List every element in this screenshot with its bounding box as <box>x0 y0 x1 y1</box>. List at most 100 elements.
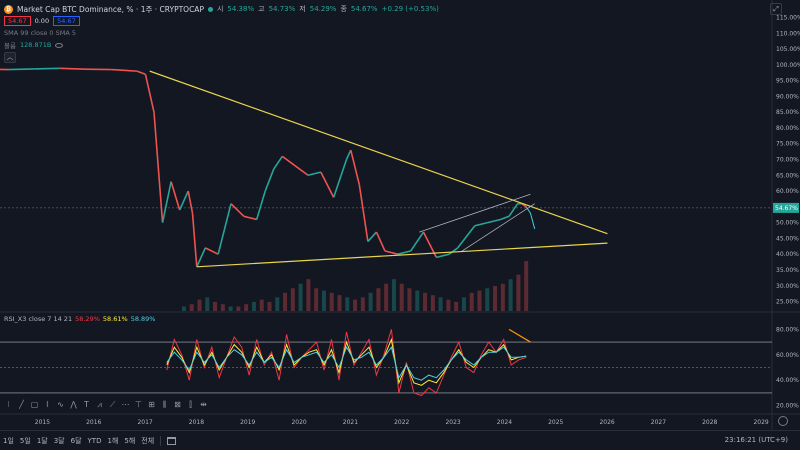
rsi-series-line <box>166 346 527 381</box>
close-value: 54.67% <box>350 5 378 13</box>
brush-icon[interactable]: ∿ <box>57 400 64 409</box>
path-icon[interactable]: ⌇ <box>45 400 50 409</box>
fullscreen-button[interactable]: ⤢ <box>770 3 782 15</box>
dominance-segment <box>375 231 386 252</box>
dominance-segment <box>332 159 348 198</box>
rsi-indicator-label[interactable]: RSI_X3 close 7 14 21 <box>4 315 73 323</box>
pattern-icon[interactable]: ⩘ <box>97 400 102 409</box>
calendar-icon[interactable] <box>167 436 177 445</box>
pitchfork-icon[interactable]: ⫼ <box>162 400 167 409</box>
volume-bar <box>508 279 513 311</box>
dominance-segment <box>320 171 335 198</box>
rsi-value-mid: 58.61% <box>102 315 128 323</box>
time-axis-tick: 2028 <box>702 419 717 426</box>
time-axis-tick: 2026 <box>599 419 614 426</box>
timeframe-6m[interactable]: 6달 <box>70 436 82 445</box>
dominance-segment <box>367 231 378 243</box>
volume-bar <box>345 297 350 311</box>
zigzag-icon[interactable]: ⋀ <box>70 400 77 409</box>
fib-icon[interactable]: ⊤ <box>135 400 142 409</box>
dominance-segment <box>230 203 245 217</box>
time-axis-tick: 2018 <box>189 419 204 426</box>
channel-trendline <box>461 203 535 252</box>
timeframe-5d[interactable]: 5일 <box>19 436 31 445</box>
text-icon[interactable]: T <box>84 400 89 409</box>
time-axis-tick: 2015 <box>35 419 50 426</box>
dominance-segment <box>153 112 164 223</box>
collapse-legend-button[interactable]: ︿ <box>4 51 16 63</box>
forecast-icon[interactable]: ⟋ <box>109 400 116 409</box>
volume-bar <box>391 279 396 311</box>
expand-icon[interactable]: ⇹ <box>200 400 207 409</box>
time-axis-tick: 2020 <box>291 419 306 426</box>
rect-icon[interactable]: ▢ <box>30 400 39 409</box>
dominance-segment <box>358 184 369 242</box>
dominance-segment <box>474 221 488 227</box>
dominance-segment <box>161 181 172 223</box>
time-axis-tick: 2019 <box>240 419 255 426</box>
volume-bar <box>376 288 381 311</box>
time-axis-tick: 2029 <box>753 419 768 426</box>
spread-value: 0.00 <box>34 17 50 25</box>
time-axis-tick: 2024 <box>497 419 512 426</box>
sma-indicator-label[interactable]: SMA 99 close 0 SMA 5 <box>4 29 76 37</box>
timeframe-3m[interactable]: 3달 <box>53 436 65 445</box>
dominance-segment <box>136 70 146 76</box>
dominance-segment <box>500 215 510 221</box>
dots-icon[interactable]: ⁝ <box>7 400 10 409</box>
volume-bar <box>321 290 326 311</box>
dominance-segment <box>508 203 519 217</box>
price-axis-tick: 35.00% <box>776 267 799 274</box>
price-axis-tick: 45.00% <box>776 235 799 242</box>
price-axis-tick: 70.00% <box>776 157 799 164</box>
volume-label[interactable]: 볼륨 <box>4 42 16 50</box>
price-axis-tick: 30.00% <box>776 283 799 290</box>
dominance-segment <box>397 250 411 255</box>
clock[interactable]: 23:16:21 (UTC+9) <box>724 436 788 444</box>
dominance-segment <box>273 155 283 170</box>
timeframe-1y[interactable]: 1해 <box>107 436 119 445</box>
timeframe-ytd[interactable]: YTD <box>87 436 102 445</box>
symbol-row: ₿ Market Cap BTC Dominance, % · 1주 · CRY… <box>4 3 439 15</box>
rsi-series-line <box>166 329 527 397</box>
volume-bar <box>461 297 466 311</box>
time-axis-tick: 2021 <box>343 419 358 426</box>
dominance-segment <box>170 181 181 211</box>
dominance-segment <box>345 149 352 160</box>
timeframe-1d[interactable]: 1일 <box>3 436 14 445</box>
volume-bar <box>446 299 451 311</box>
drawing-toolbar: ⁝ ╱ ▢ ⌇ ∿ ⋀ T ⩘ ⟋ ⋯ ⊤ ⊞ ⫼ ⊠ ⫿ ⇹ <box>2 398 210 412</box>
measure-icon[interactable]: ⋯ <box>121 400 130 409</box>
volume-bar <box>399 283 404 311</box>
line-icon[interactable]: ╱ <box>19 400 24 409</box>
range-icon[interactable]: ⊠ <box>174 400 181 409</box>
dominance-segment <box>187 190 194 214</box>
dominance-segment <box>384 250 399 255</box>
symbol-title[interactable]: Market Cap BTC Dominance, % · 1주 · CRYPT… <box>17 4 204 14</box>
volume-bar <box>430 295 435 311</box>
collapse-row: ︿ <box>4 51 439 63</box>
timeframe-5y[interactable]: 5해 <box>124 436 136 445</box>
buy-button[interactable]: 54.67 <box>53 16 80 26</box>
volume-bar <box>220 304 225 311</box>
rsi-axis-tick: 20.00% <box>776 403 799 410</box>
price-axis-tick: 25.00% <box>776 299 799 306</box>
eye-icon[interactable] <box>55 42 64 48</box>
dominance-segment <box>350 149 361 185</box>
sell-button[interactable]: 54.67 <box>4 16 31 26</box>
rsi-axis-tick: 60.00% <box>776 352 799 359</box>
dominance-segment <box>521 203 527 208</box>
time-axis-tick: 2025 <box>548 419 563 426</box>
axis-settings-icon[interactable] <box>778 416 788 426</box>
price-axis-tick: 95.00% <box>776 78 799 85</box>
timeframe-all[interactable]: 전체 <box>141 436 155 445</box>
change-value: +0.29 (+0.53%) <box>381 5 439 13</box>
volume-bar <box>189 304 194 311</box>
ruler-icon[interactable]: ⊞ <box>148 400 155 409</box>
price-axis-tick: 90.00% <box>776 93 799 100</box>
timeframe-1m[interactable]: 1달 <box>36 436 48 445</box>
bars-icon[interactable]: ⫿ <box>189 400 192 409</box>
dominance-segment <box>457 225 476 249</box>
